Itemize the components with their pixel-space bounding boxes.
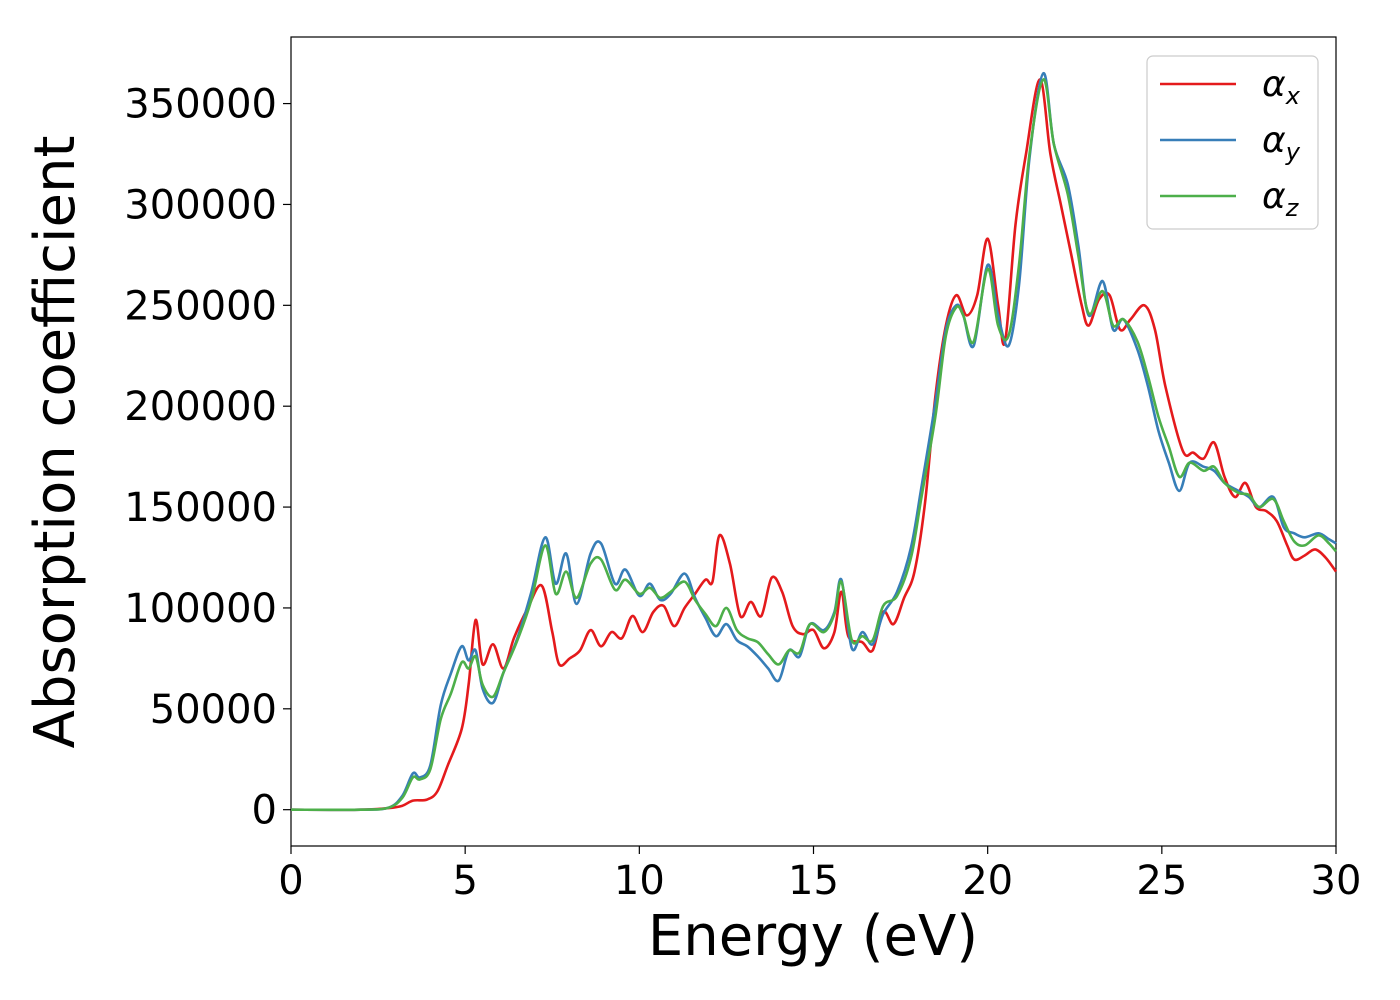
y-tick-label: 0 [252, 788, 277, 834]
x-tick-label: 15 [788, 858, 839, 904]
x-tick-label: 30 [1311, 858, 1362, 904]
legend-box [1146, 55, 1319, 230]
x-tick-label: 0 [278, 858, 303, 904]
y-tick-label: 250000 [124, 283, 277, 329]
y-axis-title: Absorption coefficient [23, 136, 88, 749]
x-tick-label: 10 [614, 858, 665, 904]
legend-label-x: αx [1262, 64, 1301, 110]
legend-symbol: α [1262, 64, 1286, 105]
x-tick-label: 25 [1136, 858, 1187, 904]
y-tick-label: 150000 [124, 485, 277, 531]
x-axis-title: Energy (eV) [648, 904, 978, 969]
y-tick-label: 200000 [124, 384, 277, 430]
y-tick-label: 350000 [124, 82, 277, 128]
series-layer [290, 71, 1338, 812]
y-tick-label: 100000 [124, 586, 277, 632]
legend-label-z: αz [1262, 176, 1300, 222]
y-tick-label: 300000 [124, 182, 277, 228]
legend-subscript: y [1285, 138, 1301, 166]
legend-subscript: x [1285, 82, 1301, 110]
y-axis-ticks: 0 50000 100000 150000 200000 250000 300000 3500… [124, 82, 291, 834]
series-line-z [290, 78, 1338, 812]
legend-subscript: z [1285, 194, 1300, 222]
x-tick-label: 5 [452, 858, 477, 904]
legend-label-y: αy [1262, 120, 1301, 166]
x-axis-ticks: 0 5 10 15 20 25 30 [278, 846, 1361, 904]
legend-symbol: α [1262, 120, 1286, 161]
y-tick-label: 50000 [150, 687, 277, 733]
legend-symbol: α [1262, 176, 1286, 217]
x-tick-label: 20 [962, 858, 1013, 904]
